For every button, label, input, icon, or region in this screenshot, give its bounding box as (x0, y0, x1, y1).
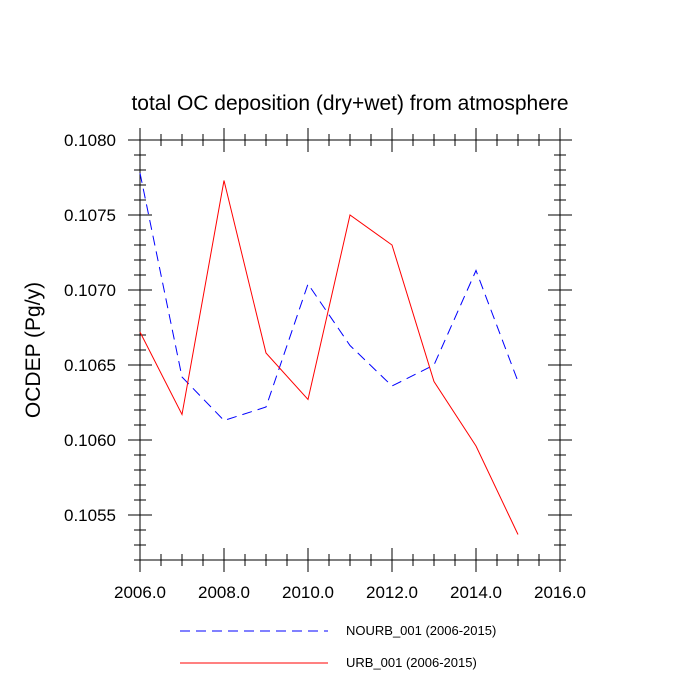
x-tick-label: 2008.0 (198, 583, 250, 602)
x-tick-label: 2012.0 (366, 583, 418, 602)
legend-label: URB_001 (2006-2015) (346, 655, 477, 670)
x-tick-label: 2016.0 (534, 583, 586, 602)
axis-tick-labels: 2006.0 2008.0 2010.0 2012.0 2014.0 2016.0 0.10… (64, 131, 586, 602)
y-tick-label: 0.1080 (64, 131, 116, 150)
y-tick-label: 0.1060 (64, 431, 116, 450)
axis-ticks (128, 128, 572, 572)
x-tick-label: 2006.0 (114, 583, 166, 602)
chart-title: total OC deposition (dry+wet) from atmos… (131, 92, 568, 115)
x-tick-label: 2014.0 (450, 583, 502, 602)
y-axis-label: OCDEP (Pg/y) (22, 282, 45, 418)
legend-label: NOURB_001 (2006-2015) (346, 623, 496, 638)
y-tick-label: 0.1065 (64, 356, 116, 375)
series-lines (139, 172, 519, 535)
y-tick-label: 0.1070 (64, 281, 116, 300)
series-line-nourb (139, 172, 519, 422)
y-tick-label: 0.1075 (64, 206, 116, 225)
plot-frame (139, 139, 561, 561)
legend: NOURB_001 (2006-2015) URB_001 (2006-2015) (180, 623, 496, 670)
y-tick-label: 0.1055 (64, 506, 116, 525)
series-line-urb (139, 180, 519, 535)
x-tick-label: 2010.0 (282, 583, 334, 602)
